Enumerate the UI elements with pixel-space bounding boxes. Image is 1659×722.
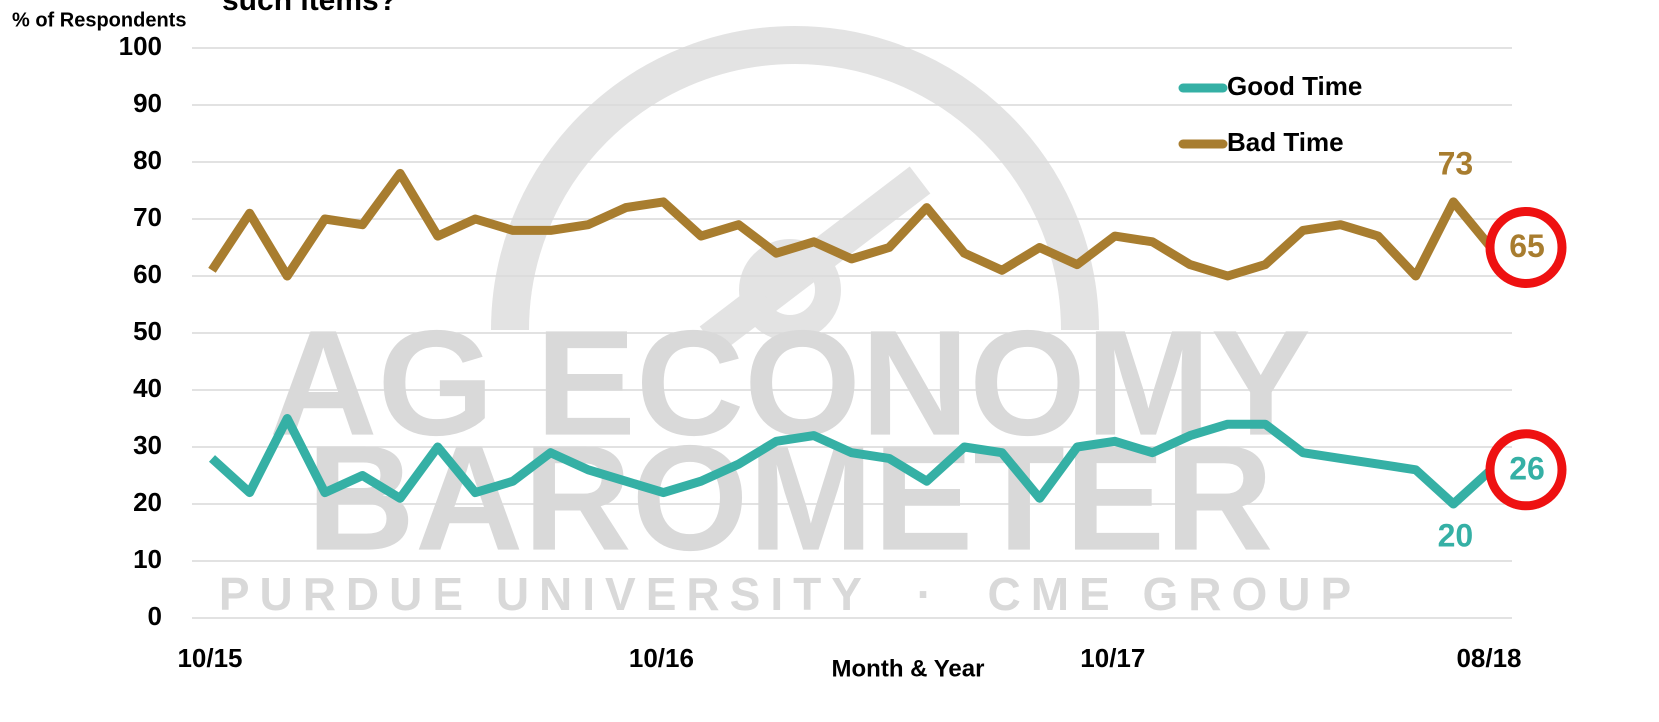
series-line xyxy=(208,168,1495,281)
y-tick-label: 60 xyxy=(133,259,162,289)
data-label: 65 xyxy=(1509,228,1545,264)
highlight-circle xyxy=(1485,207,1567,288)
y-tick-label: 50 xyxy=(133,316,162,346)
y-tick-label: 90 xyxy=(133,88,162,118)
y-tick-label: 0 xyxy=(148,601,162,631)
y-tick-label: 100 xyxy=(119,31,162,61)
chart-title: such items? xyxy=(222,0,397,17)
data-label: 26 xyxy=(1509,450,1545,486)
watermark-text: PURDUE UNIVERSITY · CME GROUP xyxy=(219,568,1361,620)
y-tick-label: 70 xyxy=(133,202,162,232)
y-tick-label: 10 xyxy=(133,544,162,574)
y-tick-label: 40 xyxy=(133,373,162,403)
data-label: 20 xyxy=(1438,517,1474,553)
data-label: 73 xyxy=(1438,145,1474,181)
grid xyxy=(192,47,1512,619)
x-tick-label: 10/16 xyxy=(629,643,694,673)
x-tick-label: 10/15 xyxy=(177,643,242,673)
highlight-circle xyxy=(1485,429,1567,511)
x-axis-label: Month & Year xyxy=(832,655,985,682)
y-tick-label: 20 xyxy=(133,487,162,517)
x-tick-label: 10/17 xyxy=(1080,643,1145,673)
legend-label: Bad Time xyxy=(1227,127,1344,157)
gauge-arc xyxy=(491,26,1099,331)
legend-label: Good Time xyxy=(1227,71,1362,101)
watermark-gauge xyxy=(491,26,1099,354)
series-line xyxy=(208,414,1495,509)
y-axis-label: % of Respondents xyxy=(12,9,186,31)
x-tick-label: 08/18 xyxy=(1456,643,1521,673)
y-tick-label: 80 xyxy=(133,145,162,175)
y-tick-label: 30 xyxy=(133,430,162,460)
